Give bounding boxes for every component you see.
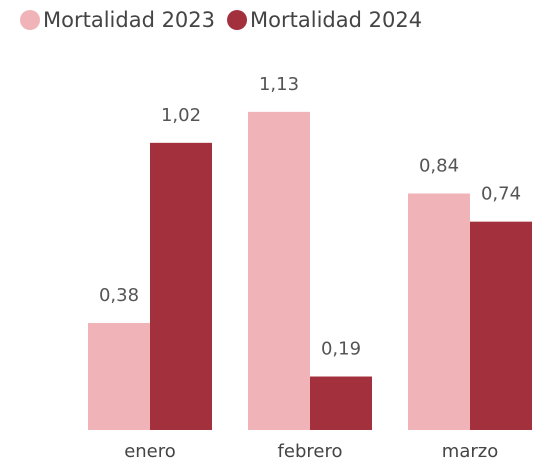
data-label: 0,38 [99,285,139,306]
legend-label: Mortalidad 2024 [250,8,422,32]
data-label: 0,19 [321,339,361,360]
bar [470,221,532,430]
bar [88,323,150,430]
data-label: 0,84 [419,156,459,177]
bar [408,193,470,430]
x-tick-label: marzo [442,441,498,462]
data-label: 1,13 [259,74,299,95]
x-tick-label: enero [124,441,176,462]
data-label: 0,74 [481,184,521,205]
bar [310,376,372,430]
x-tick-label: febrero [278,441,343,462]
data-label: 1,02 [161,105,201,126]
bar [248,111,310,430]
legend-swatch [227,10,248,30]
bar [150,142,212,431]
legend-swatch [20,10,40,30]
legend-label: Mortalidad 2023 [43,8,215,32]
